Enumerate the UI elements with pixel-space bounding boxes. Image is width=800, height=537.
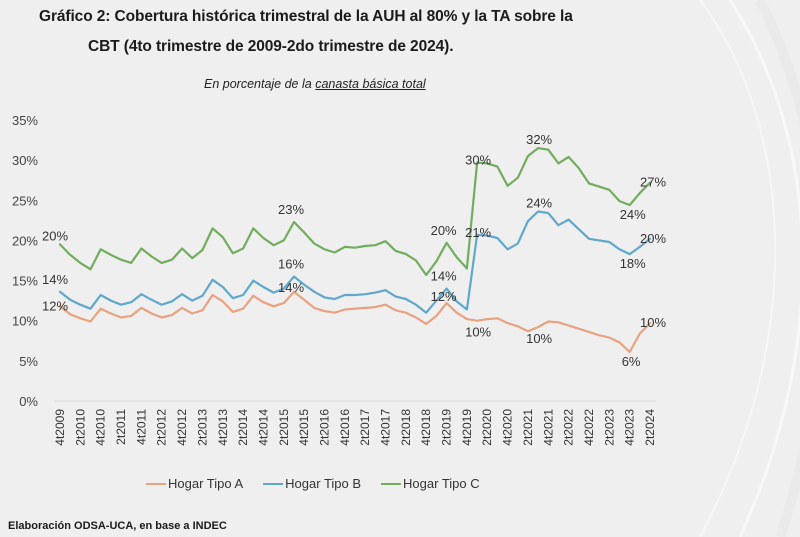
x-tick-label: 4t2013 [216, 409, 230, 446]
series-group [58, 147, 652, 354]
data-label: 21% [465, 225, 491, 240]
x-tick-label: 4t2016 [338, 409, 352, 446]
data-label: 20% [431, 223, 457, 238]
data-label: 12% [431, 289, 457, 304]
data-label: 14% [42, 272, 68, 287]
legend-swatch-b [263, 482, 284, 485]
x-tick-label: 4t2021 [541, 409, 555, 446]
legend-label-c: Hogar Tipo C [403, 476, 480, 491]
data-label: 30% [465, 153, 491, 168]
data-label: 10% [465, 325, 491, 340]
x-tick-label: 4t2019 [460, 409, 474, 446]
data-label: 10% [640, 315, 666, 330]
x-tick-label: 2t2018 [399, 409, 413, 446]
x-tick-label: 2t2023 [602, 409, 616, 446]
x-tick-label: 4t2014 [256, 409, 270, 446]
series-line-a [58, 290, 652, 354]
x-tick-label: 4t2018 [419, 409, 433, 446]
legend: Hogar Tipo A Hogar Tipo B Hogar Tipo C [146, 476, 480, 491]
data-label: 14% [278, 280, 304, 295]
data-label: 27% [640, 175, 666, 190]
legend-label-a: Hogar Tipo A [168, 476, 244, 491]
x-tick-label: 2t2010 [73, 409, 87, 446]
data-labels: 12% 14% 12% 10% 10% 6% 10% 14% 16% 14% 21% 24% 18% 20… [42, 132, 666, 369]
y-tick-label: 35% [12, 113, 38, 128]
x-tick-label: 2t2011 [114, 409, 128, 445]
x-tick-label: 2t2014 [236, 409, 250, 446]
y-axis: 0% 5% 10% 15% 20% 25% 30% 35% [12, 113, 38, 409]
subtitle-underlined: canasta básica total [315, 77, 426, 91]
x-tick-label: 2t2022 [562, 409, 576, 446]
subtitle-prefix: En porcentaje de la [204, 77, 316, 91]
x-tick-label: 4t2022 [582, 409, 596, 446]
series-line-b [58, 210, 652, 314]
x-tick-label: 4t2009 [53, 409, 67, 446]
data-label: 20% [640, 231, 666, 246]
x-tick-label: 2t2015 [277, 409, 291, 446]
y-tick-label: 10% [12, 314, 38, 329]
y-tick-label: 0% [19, 394, 38, 409]
x-tick-label: 2t2016 [317, 409, 331, 446]
data-label: 16% [278, 257, 304, 272]
y-tick-label: 25% [12, 193, 38, 208]
data-label: 24% [620, 207, 646, 222]
x-tick-label: 2t2012 [155, 409, 169, 446]
x-tick-label: 2t2020 [480, 409, 494, 446]
x-tick-label: 4t2017 [379, 409, 393, 446]
data-label: 12% [42, 298, 68, 313]
data-label: 18% [620, 256, 646, 271]
data-label: 32% [526, 132, 552, 147]
x-tick-label: 2t2021 [521, 409, 535, 446]
data-label: 24% [526, 196, 552, 211]
data-label: 20% [42, 228, 68, 243]
y-tick-label: 15% [12, 274, 38, 289]
y-tick-label: 20% [12, 233, 38, 248]
y-tick-label: 5% [19, 354, 38, 369]
chart-title-line2: CBT (4to trimestre de 2009-2do trimestre… [88, 38, 454, 55]
x-tick-label: 2t2017 [358, 409, 372, 446]
x-tick-label: 2t2024 [643, 409, 657, 446]
legend-swatch-a [146, 482, 166, 485]
y-tick-label: 30% [12, 153, 38, 168]
x-tick-label: 4t2020 [501, 409, 515, 446]
x-tick-label: 2t2013 [195, 409, 209, 446]
legend-item-c: Hogar Tipo C [381, 476, 480, 491]
chart-title-line1: Gráfico 2: Cobertura histórica trimestra… [39, 8, 573, 25]
x-tick-label: 2t2019 [440, 409, 454, 446]
legend-item-b: Hogar Tipo B [263, 476, 361, 491]
data-label: 10% [526, 331, 552, 346]
data-label: 23% [278, 202, 304, 217]
legend-label-b: Hogar Tipo B [285, 476, 362, 491]
data-label: 6% [622, 354, 641, 369]
x-tick-label: 4t2015 [297, 409, 311, 446]
legend-swatch-c [381, 482, 402, 485]
data-label: 14% [431, 269, 457, 284]
legend-item-a: Hogar Tipo A [146, 476, 243, 491]
x-tick-label: 4t2023 [623, 409, 637, 446]
chart-subtitle: En porcentaje de la canasta básica total [204, 77, 426, 91]
source-note: Elaboración ODSA-UCA, en base a INDEC [8, 520, 227, 532]
x-tick-label: 4t2012 [175, 409, 189, 446]
series-line-c [58, 147, 652, 277]
x-axis: 4t2009 2t2010 4t2010 2t2011 4t2011 2t2012 4t20… [53, 409, 657, 446]
x-tick-label: 4t2010 [94, 409, 108, 446]
x-tick-label: 4t2011 [134, 409, 148, 445]
